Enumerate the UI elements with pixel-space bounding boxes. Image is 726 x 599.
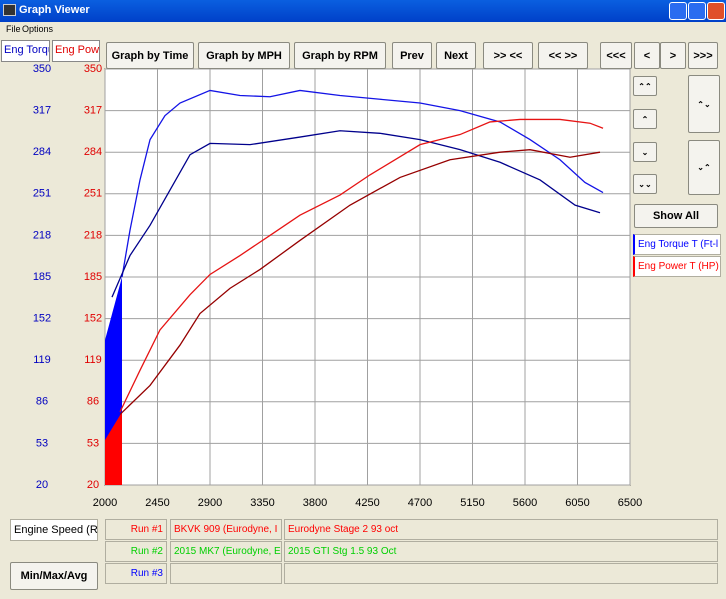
series-line [121, 89, 604, 278]
toolbar-button[interactable]: Graph by MPH [198, 42, 290, 69]
toolbar-button[interactable]: Next [436, 42, 476, 69]
scroll-up-fast[interactable]: ⌃⌃ [633, 76, 657, 96]
chart: 20 53 86 119 152 185 218 251 284 317 350 20 53 86 119 1… [33, 63, 642, 509]
run-vehicle: 2015 MK7 (Eurodyne, E [170, 541, 282, 562]
x-tick-label: 5150 [460, 497, 484, 509]
y-tick-label: 251 [33, 188, 51, 200]
y-tick-label: 218 [33, 229, 51, 241]
min-max-avg-button[interactable]: Min/Max/Avg [10, 562, 98, 590]
legend-entry: Eng Power T (HP) [633, 256, 721, 277]
run-label: Run #1 [105, 519, 167, 540]
x-tick-label: 3350 [250, 497, 274, 509]
run-label: Run #2 [105, 541, 167, 562]
y2-tick-label: 350 [84, 63, 102, 75]
scroll-down-fast[interactable]: ⌄⌄ [633, 174, 657, 194]
toolbar-button[interactable]: < [634, 42, 660, 69]
x-tick-label: 2900 [198, 497, 222, 509]
x-tick-label: 6500 [618, 497, 642, 509]
x-tick-label: 2450 [145, 497, 169, 509]
close-button[interactable] [707, 2, 725, 20]
y-tick-label: 152 [33, 313, 51, 325]
cursor-fill-power [105, 412, 122, 485]
scroll-buttons: ⌃⌃ ⌃ ⌄ ⌄⌄ [633, 72, 658, 204]
toolbar-button[interactable]: Graph by RPM [294, 42, 386, 69]
y-tick-label: 20 [36, 479, 48, 491]
x-tick-label: 6050 [565, 497, 589, 509]
x-tick-label: 2000 [93, 497, 117, 509]
lines [111, 89, 604, 415]
series-line [119, 118, 604, 413]
window-title: Graph Viewer [19, 4, 90, 16]
toolbar-button[interactable]: >>> [688, 42, 718, 69]
toolbar-button[interactable]: >> << [483, 42, 533, 69]
y-tick-label: 53 [36, 437, 48, 449]
run-note: Eurodyne Stage 2 93 oct [284, 519, 718, 540]
y2-tick-label: 119 [84, 354, 102, 366]
zoom-out-button[interactable]: ⌄⌃ [688, 140, 720, 195]
menu-options[interactable]: Options [22, 24, 54, 34]
series-line [111, 130, 601, 298]
run-vehicle [170, 563, 282, 584]
y2-tick-label: 185 [84, 271, 102, 283]
y-axis-tab[interactable]: Eng Torqu [1, 40, 50, 62]
title-bar: Graph Viewer [0, 0, 726, 22]
x-tick-label: 5600 [513, 497, 537, 509]
menu-file[interactable]: File [6, 24, 21, 34]
series-line [119, 149, 601, 415]
y-tick-label: 119 [33, 354, 51, 366]
y2-tick-label: 317 [84, 105, 102, 117]
toolbar-button[interactable]: Graph by Time [106, 42, 194, 69]
scroll-up[interactable]: ⌃ [633, 109, 657, 129]
x-channel[interactable]: Engine Speed (RPI [10, 519, 98, 541]
scroll-down[interactable]: ⌄ [633, 142, 657, 162]
app-icon [3, 4, 16, 16]
y2-tick-label: 251 [84, 188, 102, 200]
run-vehicle: BKVK 909 (Eurodyne, I [170, 519, 282, 540]
y2-tick-label: 218 [84, 229, 102, 241]
x-tick-label: 4250 [355, 497, 379, 509]
y2-tick-label: 20 [87, 479, 99, 491]
y2-tick-label: 152 [84, 313, 102, 325]
y-tick-label: 86 [36, 396, 48, 408]
y2-tick-label: 53 [87, 437, 99, 449]
y2-tick-label: 86 [87, 396, 99, 408]
y-tick-label: 284 [33, 146, 51, 158]
y2-tick-label: 284 [84, 146, 102, 158]
y-tick-label: 350 [33, 63, 51, 75]
y2-axis-tab[interactable]: Eng Powe [52, 40, 100, 62]
toolbar-button[interactable]: << >> [538, 42, 588, 69]
legend-entry: Eng Torque T (Ft-l [633, 234, 721, 255]
toolbar-button[interactable]: > [660, 42, 686, 69]
x-tick-label: 4700 [408, 497, 432, 509]
run-note: 2015 GTI Stg 1.5 93 Oct [284, 541, 718, 562]
y-tick-label: 185 [33, 271, 51, 283]
zoom-in-button[interactable]: ⌃⌄ [688, 75, 720, 133]
toolbar-button[interactable]: <<< [600, 42, 632, 69]
minimize-button[interactable] [669, 2, 687, 20]
y-tick-label: 317 [33, 105, 51, 117]
run-note [284, 563, 718, 584]
maximize-button[interactable] [688, 2, 706, 20]
run-label: Run #3 [105, 563, 167, 584]
show-all-button[interactable]: Show All [634, 204, 718, 228]
toolbar-button[interactable]: Prev [392, 42, 432, 69]
x-tick-label: 3800 [303, 497, 327, 509]
